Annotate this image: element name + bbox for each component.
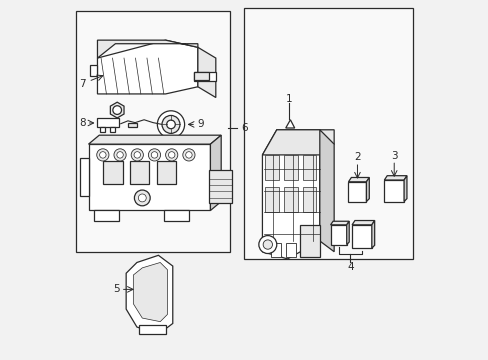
Circle shape (263, 240, 272, 249)
Polygon shape (97, 40, 198, 58)
Bar (330, 225, 346, 244)
Bar (384, 180, 403, 202)
Polygon shape (133, 262, 167, 321)
Bar (348, 182, 366, 202)
Bar (271, 243, 281, 257)
Polygon shape (330, 221, 348, 225)
Polygon shape (403, 176, 406, 202)
Bar (156, 161, 176, 184)
Bar (94, 210, 119, 221)
Polygon shape (366, 177, 368, 202)
Polygon shape (90, 65, 97, 76)
Bar (102, 161, 122, 184)
Text: 7: 7 (79, 79, 85, 89)
Polygon shape (110, 102, 124, 118)
Text: 5: 5 (113, 284, 120, 294)
Circle shape (151, 152, 158, 158)
Text: 3: 3 (390, 150, 397, 161)
Circle shape (258, 235, 276, 253)
Circle shape (148, 149, 160, 161)
Text: 4: 4 (346, 262, 353, 272)
Polygon shape (351, 221, 374, 225)
Bar (351, 225, 371, 248)
Circle shape (134, 190, 150, 206)
Circle shape (166, 120, 175, 129)
Text: 1: 1 (285, 94, 292, 104)
Polygon shape (210, 135, 221, 211)
Polygon shape (262, 130, 333, 155)
Bar (100, 127, 104, 132)
Polygon shape (97, 40, 198, 94)
Text: 6: 6 (241, 123, 248, 133)
Polygon shape (346, 221, 348, 244)
Circle shape (131, 149, 143, 161)
Circle shape (114, 149, 126, 161)
Polygon shape (348, 177, 368, 182)
Circle shape (97, 149, 109, 161)
Bar (284, 155, 297, 180)
Bar (97, 118, 119, 127)
Circle shape (168, 152, 175, 158)
Polygon shape (128, 123, 137, 127)
Polygon shape (88, 144, 210, 211)
Circle shape (113, 106, 122, 114)
Polygon shape (194, 72, 215, 81)
Bar (163, 210, 188, 221)
Bar (76, 12, 230, 252)
Bar (265, 187, 278, 212)
Bar (139, 325, 165, 334)
Bar (208, 170, 231, 203)
Circle shape (157, 111, 184, 138)
Circle shape (165, 149, 178, 161)
Polygon shape (194, 72, 208, 80)
Bar (244, 8, 412, 259)
Polygon shape (319, 130, 333, 252)
Circle shape (183, 149, 195, 161)
Bar (285, 243, 295, 257)
Bar (302, 187, 316, 212)
Polygon shape (371, 221, 374, 248)
Polygon shape (285, 120, 294, 128)
Circle shape (162, 116, 180, 134)
Polygon shape (262, 130, 319, 259)
Bar (302, 155, 316, 180)
Circle shape (138, 194, 146, 202)
Circle shape (185, 152, 192, 158)
Text: 9: 9 (197, 120, 203, 129)
Bar (300, 225, 319, 257)
Circle shape (100, 152, 106, 158)
Bar (110, 127, 115, 132)
Circle shape (134, 152, 140, 158)
Polygon shape (88, 135, 221, 144)
Text: 2: 2 (353, 152, 360, 162)
Polygon shape (198, 47, 215, 98)
Bar (284, 187, 297, 212)
Bar (265, 155, 278, 180)
Polygon shape (80, 158, 88, 196)
Text: 8: 8 (79, 118, 85, 128)
Circle shape (117, 152, 123, 158)
Polygon shape (126, 255, 172, 334)
Bar (129, 161, 149, 184)
Polygon shape (384, 176, 406, 180)
